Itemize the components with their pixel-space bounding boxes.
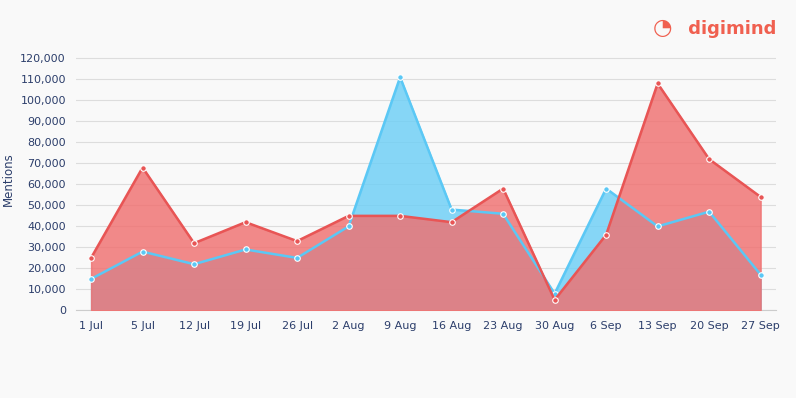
Y-axis label: Mentions: Mentions	[2, 152, 14, 206]
Text: digimind: digimind	[681, 20, 776, 38]
Text: ◔: ◔	[654, 18, 673, 38]
